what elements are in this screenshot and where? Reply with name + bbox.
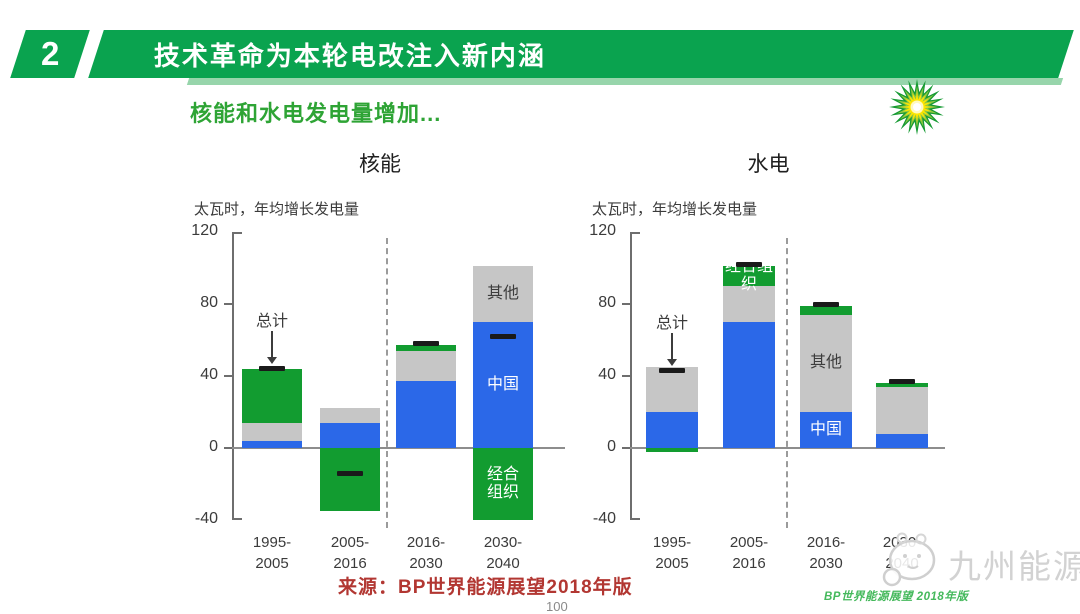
- bar-segment-other: 其他: [800, 314, 852, 412]
- source-citation: 来源：BP世界能源展望2018年版: [338, 577, 633, 598]
- axis-tick-label: 80: [598, 294, 616, 311]
- x-category-label: 2030- 2040: [483, 534, 523, 572]
- total-annotation-arrowhead: [667, 358, 677, 366]
- x-category-label: 1995- 2005: [652, 534, 692, 572]
- bar-segment-china: [242, 440, 302, 448]
- total-annotation-label: 总计: [655, 314, 688, 332]
- y-axis-line: [232, 232, 234, 520]
- chart-title: 水电: [747, 153, 790, 176]
- y-axis-line: [630, 232, 632, 520]
- zero-line: [232, 447, 565, 449]
- chart-section-subtitle: 核能和水电发电量增加...: [190, 101, 442, 126]
- bar-segment-oecd: [646, 448, 698, 452]
- x-category-label: 2016- 2030: [406, 534, 446, 572]
- bar-segment-oecd: [242, 368, 302, 423]
- y-axis-label: 太瓦时，年均增长发电量: [592, 201, 758, 218]
- page-number: 100: [546, 599, 568, 614]
- total-marker: [490, 333, 516, 339]
- x-category-label: 2016- 2030: [806, 534, 846, 572]
- axis-tick-label: 0: [209, 438, 218, 455]
- bar-segment-other: [646, 367, 698, 412]
- total-marker: [813, 301, 839, 307]
- axis-tick: [224, 447, 232, 449]
- bar-segment-china: [396, 381, 456, 448]
- axis-tick: [622, 447, 630, 449]
- axis-tick-label: 80: [200, 294, 218, 311]
- axis-tick-label: 0: [607, 438, 616, 455]
- total-annotation-label: 总计: [255, 312, 288, 330]
- axis-cap: [232, 232, 242, 234]
- bar-segment-other: [396, 350, 456, 382]
- bar-segment-oecd: 经合 组织: [473, 448, 533, 520]
- jiuzhou-energy-logo-icon: [882, 532, 936, 587]
- bar-segment-other: [320, 408, 380, 423]
- total-marker: [413, 341, 439, 347]
- axis-cap: [630, 232, 640, 234]
- bar-segment-label: 其他: [486, 284, 519, 302]
- forecast-divider: [386, 238, 388, 528]
- axis-tick: [622, 303, 630, 305]
- total-annotation-line: [271, 330, 273, 357]
- axis-tick-label: -40: [194, 510, 218, 527]
- bar-segment-china: [320, 422, 380, 448]
- bar-segment-other: 其他: [473, 266, 533, 322]
- bar-segment-oecd: [396, 345, 456, 351]
- bar-segment-oecd: [800, 305, 852, 315]
- axis-tick-label: 40: [598, 366, 616, 383]
- axis-tick: [224, 375, 232, 377]
- bar-segment-china: 中国: [800, 412, 852, 448]
- bar-segment-oecd: [320, 448, 380, 511]
- x-category-label: 2005- 2016: [729, 534, 769, 572]
- total-marker: [659, 368, 685, 374]
- bar-segment-other: [723, 286, 775, 322]
- bar-segment-china: [876, 433, 928, 448]
- bar-segment-label: 中国: [486, 375, 519, 393]
- axis-cap: [630, 518, 640, 520]
- bar-segment-other: [242, 422, 302, 441]
- axis-tick-label: 120: [191, 222, 218, 239]
- bar-segment-china: [646, 412, 698, 448]
- x-category-label: 2005- 2016: [330, 534, 370, 572]
- total-marker: [259, 366, 285, 372]
- total-annotation-arrowhead: [267, 356, 277, 364]
- axis-tick-label: -40: [592, 510, 616, 527]
- chart-title: 核能: [359, 153, 401, 176]
- axis-cap: [232, 518, 242, 520]
- bar-segment-label: 中国: [809, 420, 842, 438]
- x-category-label: 1995- 2005: [252, 534, 292, 572]
- bar-segment-china: [723, 322, 775, 448]
- axis-tick: [224, 303, 232, 305]
- bar-segment-other: [876, 386, 928, 434]
- total-marker: [337, 470, 363, 476]
- bp-outlook-caption: BP世界能源展望 2018年版: [824, 591, 969, 603]
- bar-segment-label: 经合 组织: [486, 465, 519, 501]
- axis-tick: [622, 375, 630, 377]
- bar-segment-china: 中国: [473, 322, 533, 448]
- watermark-text: 九州能源: [948, 548, 1080, 585]
- total-annotation-line: [671, 332, 673, 359]
- axis-tick-label: 40: [200, 366, 218, 383]
- bar-segment-oecd: [876, 383, 928, 387]
- bp-helios-icon: [889, 79, 945, 135]
- total-marker: [889, 378, 915, 384]
- axis-tick-label: 120: [589, 222, 616, 239]
- y-axis-label: 太瓦时，年均增长发电量: [194, 201, 360, 218]
- forecast-divider: [786, 238, 788, 528]
- total-marker: [736, 261, 762, 267]
- bar-segment-label: 其他: [809, 354, 842, 372]
